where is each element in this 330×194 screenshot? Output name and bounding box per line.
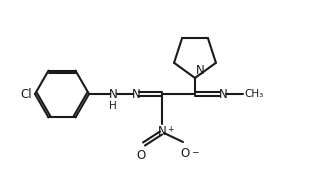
Text: +: + — [167, 125, 173, 134]
Text: O: O — [136, 149, 146, 162]
Text: CH₃: CH₃ — [244, 89, 263, 99]
Text: N: N — [218, 87, 227, 100]
Text: N: N — [158, 125, 166, 138]
Text: N: N — [132, 87, 140, 100]
Text: Cl: Cl — [20, 87, 32, 100]
Text: N: N — [196, 64, 205, 77]
Text: N: N — [109, 87, 117, 100]
Text: O: O — [181, 147, 190, 160]
Text: −: − — [191, 147, 199, 156]
Text: H: H — [109, 101, 117, 111]
